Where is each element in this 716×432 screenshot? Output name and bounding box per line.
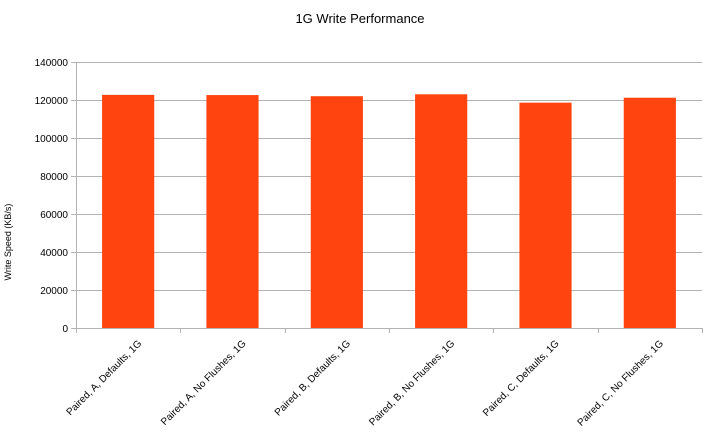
- x-tick-label: Paired, A, No Flushes, 1G: [159, 338, 249, 427]
- x-tick-labels: Paired, A, Defaults, 1G Paired, A, No Flu…: [65, 338, 667, 428]
- y-tick-label: 80000: [40, 172, 68, 183]
- x-tick-label: Paired, A, Defaults, 1G: [65, 338, 145, 418]
- y-tick-label: 0: [62, 324, 68, 335]
- x-tick-label: Paired, B, Defaults, 1G: [273, 338, 353, 418]
- y-tick-label: 60000: [40, 210, 68, 221]
- y-tick-label: 40000: [40, 248, 68, 259]
- bar: [519, 102, 572, 328]
- bar: [206, 95, 259, 328]
- bar: [623, 97, 676, 328]
- bars: [102, 94, 676, 329]
- y-tick-label: 120000: [35, 96, 69, 107]
- axes: [71, 62, 703, 333]
- x-tick-label: Paired, C, Defaults, 1G: [481, 338, 562, 419]
- y-axis-label: Write Speed (KB/s): [3, 204, 13, 281]
- x-tick-label: Paired, B, No Flushes, 1G: [367, 338, 457, 427]
- bar: [415, 94, 468, 328]
- y-tick-label: 20000: [40, 286, 68, 297]
- gridlines: [76, 62, 702, 291]
- y-tick-labels: 0 20000 40000 60000 80000 100000 120000 140000: [35, 58, 69, 335]
- bar: [310, 96, 363, 328]
- y-tick-label: 100000: [35, 134, 69, 145]
- x-tick-label: Paired, C, No Flushes, 1G: [576, 338, 666, 427]
- bar: [102, 94, 155, 329]
- chart-title: 1G Write Performance: [295, 11, 424, 26]
- y-tick-label: 140000: [35, 58, 69, 69]
